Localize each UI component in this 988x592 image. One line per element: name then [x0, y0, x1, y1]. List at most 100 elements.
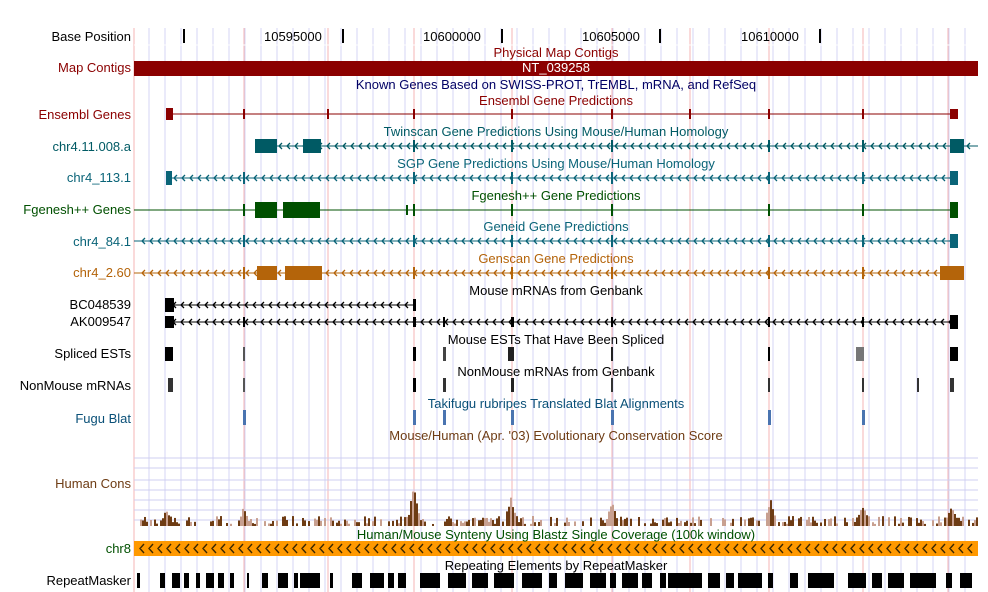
track-label-repeatmasker[interactable]: RepeatMasker: [46, 573, 131, 588]
repeat-element[interactable]: [910, 573, 936, 588]
repeat-element[interactable]: [247, 573, 249, 588]
est-alignment[interactable]: [165, 347, 173, 361]
ensembl-gene-exon[interactable]: [950, 109, 958, 119]
repeat-element[interactable]: [172, 573, 180, 588]
est-alignment[interactable]: [856, 347, 864, 361]
ensembl-gene-exon[interactable]: [611, 109, 613, 119]
ensembl-gene-exon[interactable]: [166, 108, 173, 120]
fugu-alignment[interactable]: [611, 410, 614, 425]
sgp-gene-exon[interactable]: [950, 171, 958, 185]
repeat-element[interactable]: [262, 573, 268, 588]
ensembl-gene-exon[interactable]: [862, 109, 864, 119]
mrna-ak009547-exon[interactable]: [443, 317, 445, 327]
ensembl-gene-exon[interactable]: [768, 109, 770, 119]
nonmouse-alignment[interactable]: [168, 378, 173, 392]
mrna-ak009547-exon[interactable]: [611, 317, 613, 327]
mrna-ak009547-exon[interactable]: [862, 317, 864, 327]
track-label-chr8[interactable]: chr8: [105, 541, 131, 556]
repeat-element[interactable]: [388, 573, 394, 588]
mrna-bc048539-exon[interactable]: [413, 299, 416, 311]
ensembl-gene-exon[interactable]: [327, 109, 329, 119]
est-alignment[interactable]: [950, 347, 958, 361]
genscan-gene-exon[interactable]: [285, 266, 322, 280]
track-label-mrna-ak009547[interactable]: AK009547: [70, 314, 131, 329]
est-alignment[interactable]: [443, 347, 446, 361]
track-label-ensembl[interactable]: Ensembl Genes: [38, 107, 132, 122]
repeat-element[interactable]: [330, 573, 333, 588]
repeat-element[interactable]: [448, 573, 466, 588]
repeat-element[interactable]: [622, 573, 638, 588]
repeat-element[interactable]: [278, 573, 288, 588]
sgp-gene-exon[interactable]: [166, 171, 172, 185]
nonmouse-alignment[interactable]: [443, 378, 446, 392]
track-label-sgp[interactable]: chr4_113.1: [66, 170, 131, 185]
nonmouse-alignment[interactable]: [917, 378, 919, 392]
est-alignment[interactable]: [508, 347, 514, 361]
twinscan-gene-exon[interactable]: [611, 140, 613, 152]
repeat-element[interactable]: [790, 573, 798, 588]
sgp-gene-exon[interactable]: [611, 172, 613, 184]
sgp-gene-exon[interactable]: [511, 172, 513, 184]
contig-bar[interactable]: [134, 61, 978, 76]
repeat-element[interactable]: [872, 573, 882, 588]
repeat-element[interactable]: [494, 573, 514, 588]
repeat-element[interactable]: [888, 573, 904, 588]
genscan-gene-exon[interactable]: [257, 266, 277, 280]
repeat-element[interactable]: [294, 573, 298, 588]
repeat-element[interactable]: [660, 573, 666, 588]
mrna-ak009547-exon[interactable]: [950, 315, 958, 329]
track-label-nonmouse[interactable]: NonMouse mRNAs: [19, 378, 131, 393]
genscan-gene-exon[interactable]: [413, 267, 415, 279]
fgenesh-gene-exon[interactable]: [413, 204, 415, 216]
genscan-gene-exon[interactable]: [511, 267, 513, 279]
twinscan-gene-exon[interactable]: [862, 140, 864, 152]
repeat-element[interactable]: [642, 573, 652, 588]
repeat-element[interactable]: [398, 573, 406, 588]
fugu-alignment[interactable]: [768, 410, 771, 425]
fgenesh-gene-exon[interactable]: [255, 202, 277, 218]
track-label-genscan[interactable]: chr4_2.60: [73, 265, 131, 280]
track-label-mrna-bc048539[interactable]: BC048539: [69, 297, 131, 312]
fgenesh-gene-exon[interactable]: [283, 202, 320, 218]
fgenesh-gene-exon[interactable]: [406, 205, 408, 215]
repeat-element[interactable]: [370, 573, 384, 588]
repeat-element[interactable]: [230, 573, 234, 588]
geneid-gene-exon[interactable]: [950, 234, 958, 248]
est-alignment[interactable]: [768, 347, 770, 361]
fgenesh-gene-exon[interactable]: [950, 202, 958, 218]
geneid-gene-exon[interactable]: [413, 235, 415, 247]
nonmouse-alignment[interactable]: [413, 378, 416, 392]
sgp-gene-exon[interactable]: [862, 172, 864, 184]
mrna-ak009547-exon[interactable]: [243, 317, 245, 327]
geneid-gene-exon[interactable]: [768, 235, 770, 247]
sgp-gene-exon[interactable]: [243, 172, 245, 184]
twinscan-gene-exon[interactable]: [511, 140, 513, 152]
repeat-element[interactable]: [137, 573, 140, 588]
repeat-element[interactable]: [610, 573, 616, 588]
repeat-element[interactable]: [300, 573, 320, 588]
mrna-ak009547-exon[interactable]: [511, 317, 514, 327]
repeat-element[interactable]: [668, 573, 702, 588]
twinscan-gene-exon[interactable]: [768, 140, 770, 152]
repeat-element[interactable]: [218, 573, 224, 588]
nonmouse-alignment[interactable]: [511, 378, 514, 392]
est-alignment[interactable]: [243, 347, 245, 361]
repeat-element[interactable]: [522, 573, 542, 588]
mrna-ak009547-exon[interactable]: [768, 317, 770, 327]
est-alignment[interactable]: [413, 347, 416, 361]
twinscan-gene-exon[interactable]: [303, 139, 321, 153]
geneid-gene-exon[interactable]: [611, 235, 613, 247]
twinscan-gene-exon[interactable]: [950, 139, 964, 153]
fgenesh-gene-exon[interactable]: [611, 204, 613, 216]
repeat-element[interactable]: [472, 573, 488, 588]
fgenesh-gene-exon[interactable]: [768, 204, 770, 216]
mrna-ak009547-exon[interactable]: [165, 316, 174, 328]
fugu-alignment[interactable]: [511, 410, 514, 425]
repeat-element[interactable]: [420, 573, 440, 588]
repeat-element[interactable]: [352, 573, 362, 588]
track-label-spliced-ests[interactable]: Spliced ESTs: [54, 346, 131, 361]
track-label-twinscan[interactable]: chr4.11.008.a: [52, 139, 131, 154]
repeat-element[interactable]: [549, 573, 557, 588]
